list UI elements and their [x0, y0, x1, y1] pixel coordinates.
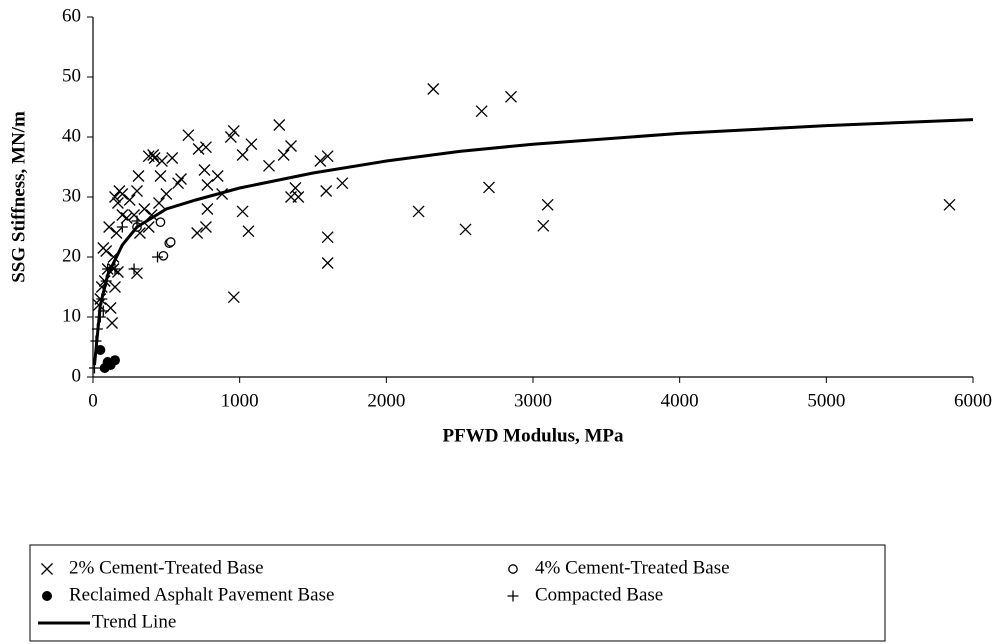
marker-x: [116, 209, 129, 221]
marker-x: [147, 149, 160, 161]
marker-x: [277, 149, 290, 161]
marker-x: [198, 164, 211, 176]
marker-x: [227, 125, 240, 137]
marker-x: [245, 138, 258, 151]
marker-x: [285, 140, 297, 152]
marker-x: [537, 219, 550, 232]
marker-x: [242, 225, 255, 238]
y-tick-label: 10: [62, 305, 81, 326]
marker-plus: [116, 221, 128, 233]
marker-x: [211, 170, 224, 182]
x-tick-label: 2000: [367, 390, 405, 411]
legend-label: Reclaimed Asphalt Pavement Base: [69, 584, 334, 605]
x-tick-label: 0: [88, 390, 98, 411]
y-tick-label: 50: [62, 65, 81, 86]
x-tick-label: 6000: [954, 390, 992, 411]
marker-x: [106, 317, 119, 329]
marker-x: [123, 194, 136, 206]
legend-label: Trend Line: [92, 611, 176, 632]
marker-plus: [152, 251, 164, 263]
marker-plus: [507, 590, 519, 602]
marker-x: [427, 83, 440, 95]
marker-circle: [158, 250, 169, 261]
marker-x: [263, 159, 275, 172]
x-tick-label: 3000: [514, 390, 552, 411]
marker-x: [109, 281, 121, 293]
x-tick-label: 1000: [221, 390, 259, 411]
marker-x: [110, 227, 123, 239]
legend-box: [29, 544, 886, 642]
legend-label: 2% Cement-Treated Base: [69, 557, 264, 578]
marker-plus: [131, 215, 143, 227]
marker-x: [236, 149, 249, 161]
marker-x: [201, 179, 214, 191]
marker-x: [41, 563, 53, 575]
marker-x: [273, 119, 286, 131]
marker-x: [192, 143, 205, 155]
trend-line: [92, 118, 974, 366]
marker-x: [131, 185, 143, 197]
marker-x: [505, 90, 517, 103]
marker-dot: [95, 345, 106, 355]
marker-circle: [165, 237, 176, 247]
marker-x: [412, 205, 425, 218]
marker-x: [320, 185, 333, 197]
marker-plus: [128, 263, 140, 275]
legend-label: Compacted Base: [535, 584, 663, 605]
y-tick-label: 40: [62, 125, 81, 146]
legend-label: 4% Cement-Treated Base: [535, 557, 730, 578]
marker-dot: [42, 591, 52, 601]
marker-circle: [508, 564, 518, 574]
marker-x: [224, 131, 237, 143]
marker-x: [160, 188, 173, 200]
marker-x: [182, 129, 195, 142]
y-tick-label: 0: [72, 365, 82, 386]
marker-x: [285, 191, 297, 203]
marker-x: [459, 223, 472, 236]
marker-x: [321, 257, 334, 269]
marker-x: [103, 221, 116, 233]
marker-x: [97, 242, 110, 254]
y-axis-title: SSG Stiffness, MN/m: [8, 111, 29, 283]
marker-x: [153, 197, 165, 209]
marker-x: [132, 170, 145, 182]
marker-x: [943, 198, 956, 211]
marker-x: [154, 170, 167, 182]
marker-x: [199, 141, 212, 154]
marker-x: [128, 209, 141, 221]
marker-dot: [105, 360, 116, 370]
marker-x: [475, 105, 488, 118]
y-tick-label: 60: [62, 5, 81, 26]
marker-x: [314, 155, 327, 167]
marker-x: [227, 291, 240, 304]
marker-x: [172, 177, 185, 190]
x-tick-label: 4000: [661, 390, 699, 411]
y-tick-label: 20: [62, 245, 81, 266]
marker-x: [336, 177, 349, 190]
marker-x: [138, 203, 151, 215]
marker-x: [199, 221, 212, 233]
x-tick-label: 5000: [807, 390, 845, 411]
marker-x: [236, 205, 249, 218]
marker-x: [289, 182, 302, 194]
marker-x: [541, 198, 554, 211]
x-axis-title: PFWD Modulus, MPa: [442, 425, 624, 446]
marker-x: [111, 197, 124, 209]
marker-x: [483, 181, 495, 194]
y-tick-label: 30: [62, 185, 81, 206]
marker-x: [321, 231, 334, 244]
marker-x: [166, 152, 179, 164]
marker-x: [109, 191, 121, 203]
marker-x: [104, 302, 117, 314]
marker-x: [142, 150, 155, 163]
marker-circle: [155, 217, 166, 228]
marker-x: [113, 185, 126, 197]
marker-x: [191, 227, 204, 239]
marker-x: [201, 203, 214, 215]
marker-x: [155, 155, 168, 167]
marker-x: [321, 150, 334, 163]
